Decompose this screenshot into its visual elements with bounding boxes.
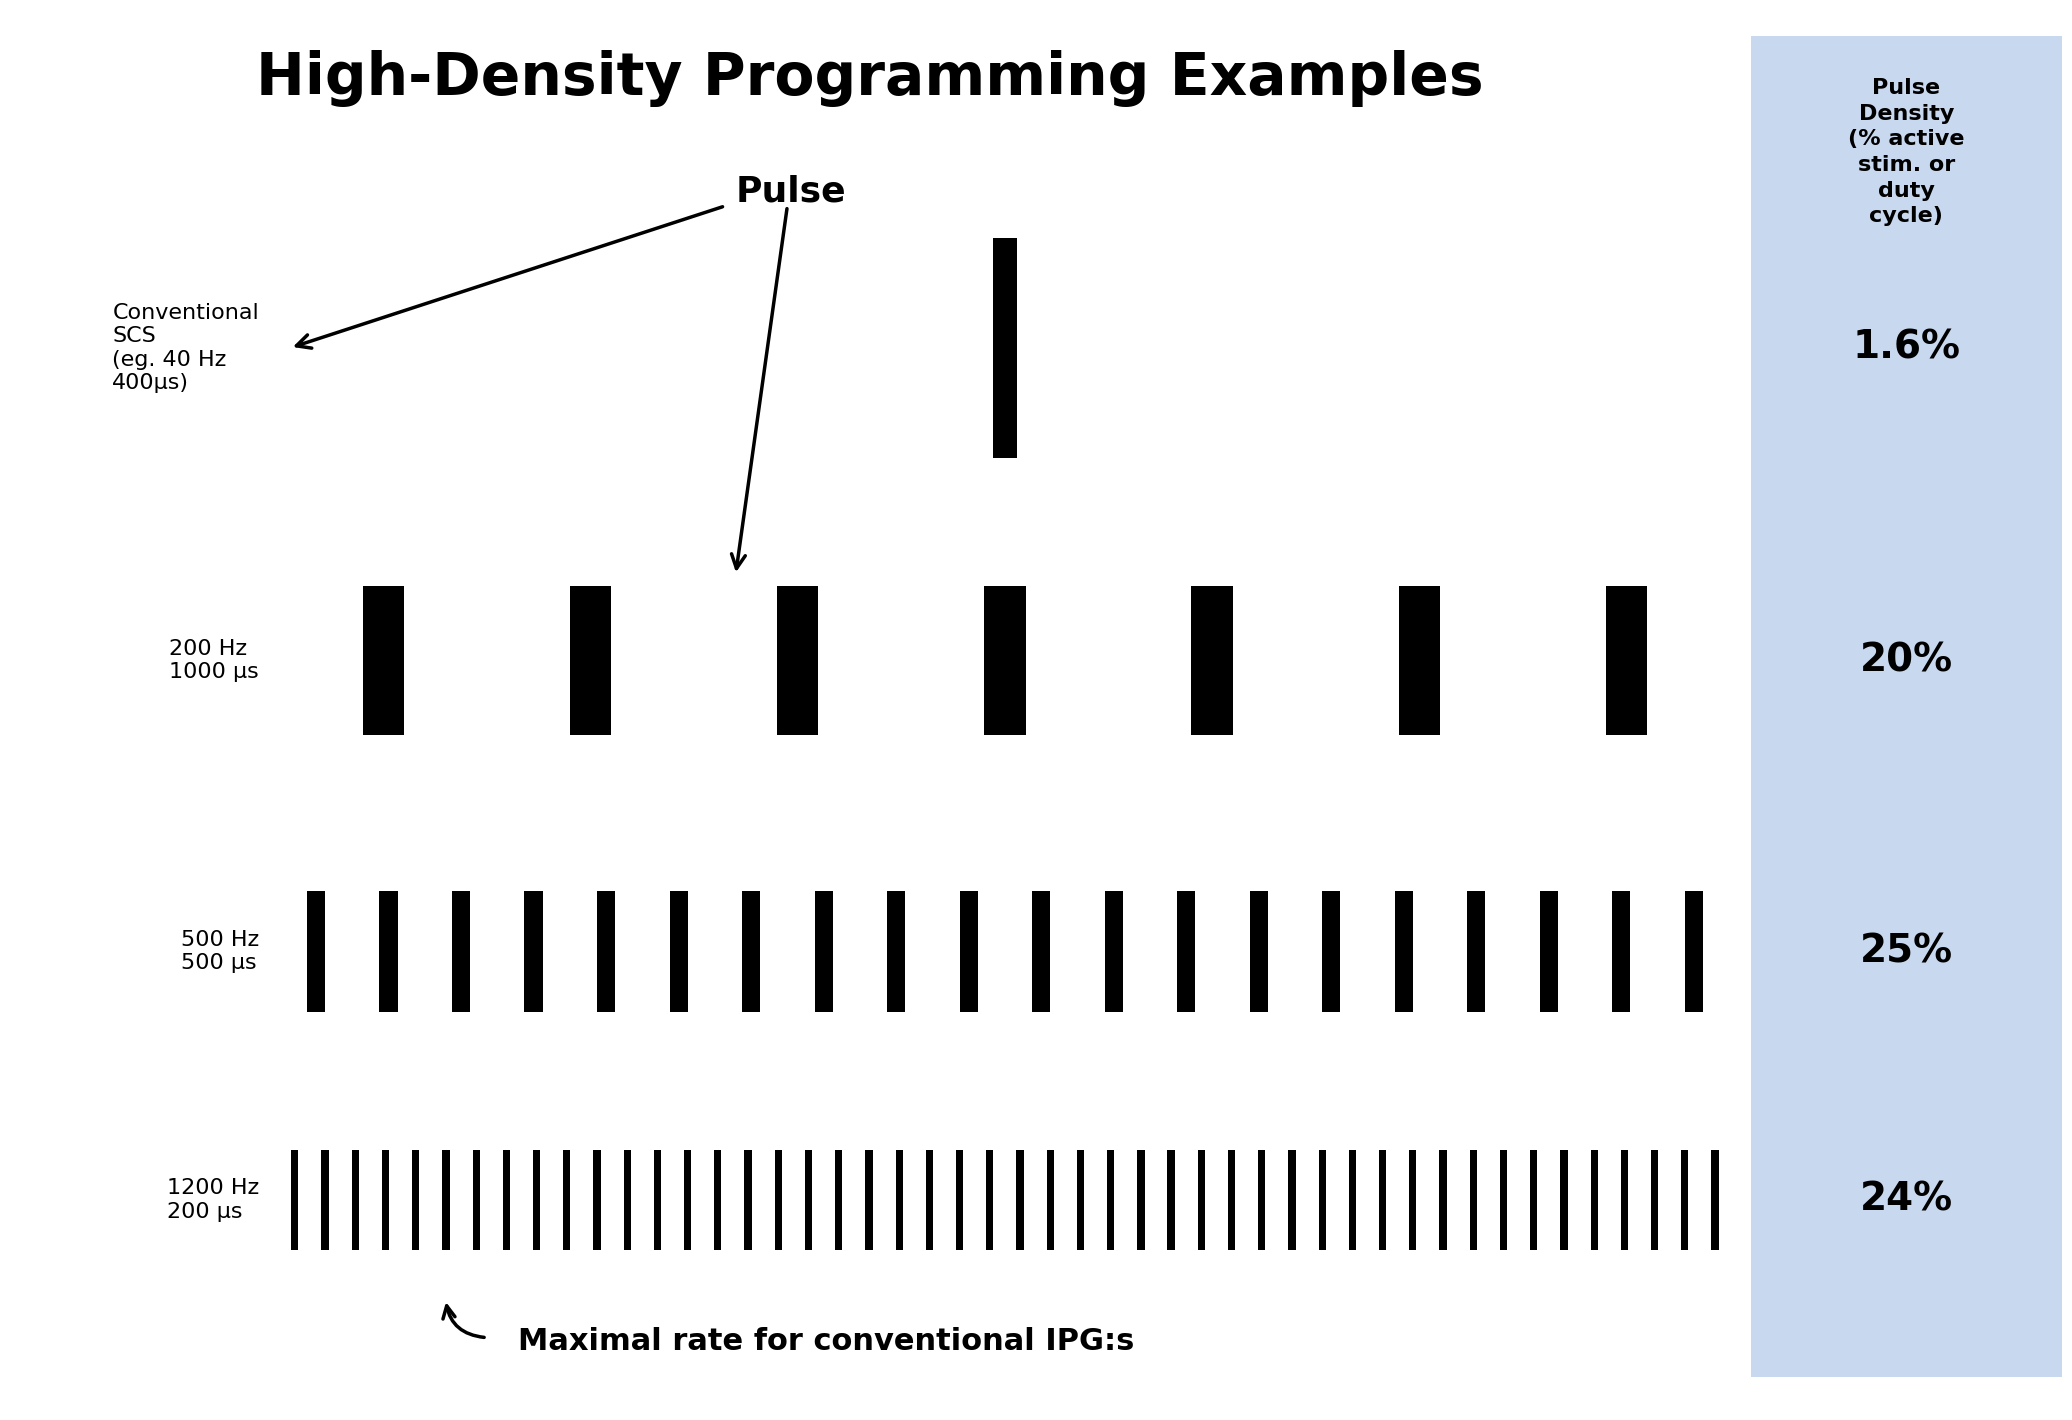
Bar bbox=[1469, 1150, 1477, 1250]
Text: Pulse
Density
(% active
stim. or
duty
cycle): Pulse Density (% active stim. or duty cy… bbox=[1848, 78, 1964, 226]
Bar bbox=[321, 1150, 329, 1250]
Bar bbox=[1500, 1150, 1506, 1250]
Bar bbox=[1104, 892, 1123, 1011]
Bar bbox=[1620, 1150, 1629, 1250]
Text: Conventional
SCS
(eg. 40 Hz
400μs): Conventional SCS (eg. 40 Hz 400μs) bbox=[112, 302, 259, 393]
Bar bbox=[1249, 892, 1268, 1011]
Bar bbox=[814, 892, 833, 1011]
Text: 1.6%: 1.6% bbox=[1852, 329, 1960, 366]
Text: 20%: 20% bbox=[1861, 642, 1952, 679]
Bar bbox=[655, 1150, 661, 1250]
Bar bbox=[1167, 1150, 1175, 1250]
Bar bbox=[684, 1150, 692, 1250]
Bar bbox=[363, 585, 404, 734]
Bar bbox=[1322, 892, 1341, 1011]
Bar bbox=[1612, 892, 1631, 1011]
Bar bbox=[452, 892, 470, 1011]
Bar bbox=[570, 585, 611, 734]
Bar bbox=[1077, 1150, 1084, 1250]
Bar bbox=[1685, 892, 1703, 1011]
Bar bbox=[887, 892, 905, 1011]
Bar bbox=[1711, 1150, 1718, 1250]
Bar bbox=[412, 1150, 419, 1250]
Bar bbox=[986, 1150, 992, 1250]
Bar bbox=[984, 585, 1026, 734]
Bar bbox=[1409, 1150, 1417, 1250]
Bar bbox=[292, 1150, 298, 1250]
Bar bbox=[524, 892, 543, 1011]
Bar bbox=[1606, 585, 1647, 734]
Text: 200 Hz
1000 μs: 200 Hz 1000 μs bbox=[170, 639, 259, 682]
Bar bbox=[1751, 36, 2062, 1377]
Bar bbox=[1560, 1150, 1569, 1250]
Text: Maximal rate for conventional IPG:s: Maximal rate for conventional IPG:s bbox=[518, 1328, 1133, 1356]
Bar bbox=[381, 1150, 390, 1250]
Bar bbox=[1229, 1150, 1235, 1250]
Bar bbox=[1318, 1150, 1326, 1250]
Bar bbox=[1539, 892, 1558, 1011]
Bar bbox=[777, 585, 818, 734]
Bar bbox=[1046, 1150, 1055, 1250]
Bar bbox=[992, 237, 1017, 457]
Bar bbox=[742, 892, 760, 1011]
Bar bbox=[593, 1150, 601, 1250]
Bar bbox=[669, 892, 688, 1011]
Bar bbox=[775, 1150, 781, 1250]
Bar bbox=[379, 892, 398, 1011]
Text: 24%: 24% bbox=[1861, 1181, 1952, 1218]
Bar bbox=[533, 1150, 541, 1250]
Bar bbox=[1258, 1150, 1266, 1250]
Bar bbox=[1032, 892, 1051, 1011]
Bar bbox=[926, 1150, 932, 1250]
Text: Pulse: Pulse bbox=[736, 175, 845, 209]
Bar bbox=[866, 1150, 872, 1250]
Bar bbox=[624, 1150, 630, 1250]
Bar bbox=[1191, 585, 1233, 734]
Bar bbox=[1289, 1150, 1295, 1250]
Bar bbox=[1680, 1150, 1689, 1250]
Bar bbox=[835, 1150, 843, 1250]
Bar bbox=[352, 1150, 358, 1250]
Bar bbox=[895, 1150, 903, 1250]
Text: 1200 Hz
200 μs: 1200 Hz 200 μs bbox=[166, 1179, 259, 1221]
Bar bbox=[1138, 1150, 1144, 1250]
Bar bbox=[472, 1150, 481, 1250]
Bar bbox=[1651, 1150, 1658, 1250]
Bar bbox=[1394, 892, 1413, 1011]
Bar bbox=[804, 1150, 812, 1250]
Bar bbox=[1106, 1150, 1115, 1250]
Bar bbox=[503, 1150, 510, 1250]
Bar bbox=[1529, 1150, 1537, 1250]
Bar bbox=[1380, 1150, 1386, 1250]
Bar bbox=[597, 892, 615, 1011]
Bar bbox=[1399, 585, 1440, 734]
Bar bbox=[1440, 1150, 1446, 1250]
Bar bbox=[441, 1150, 450, 1250]
Bar bbox=[564, 1150, 570, 1250]
Bar bbox=[1591, 1150, 1598, 1250]
Bar bbox=[1017, 1150, 1024, 1250]
Bar bbox=[1177, 892, 1196, 1011]
Bar bbox=[959, 892, 978, 1011]
Bar bbox=[1198, 1150, 1206, 1250]
Bar bbox=[1349, 1150, 1355, 1250]
Bar bbox=[307, 892, 325, 1011]
Bar bbox=[744, 1150, 752, 1250]
Bar bbox=[715, 1150, 721, 1250]
Text: 500 Hz
500 μs: 500 Hz 500 μs bbox=[180, 930, 259, 973]
Bar bbox=[1467, 892, 1486, 1011]
Text: 25%: 25% bbox=[1861, 933, 1952, 970]
Bar bbox=[955, 1150, 963, 1250]
Text: High-Density Programming Examples: High-Density Programming Examples bbox=[257, 50, 1484, 106]
